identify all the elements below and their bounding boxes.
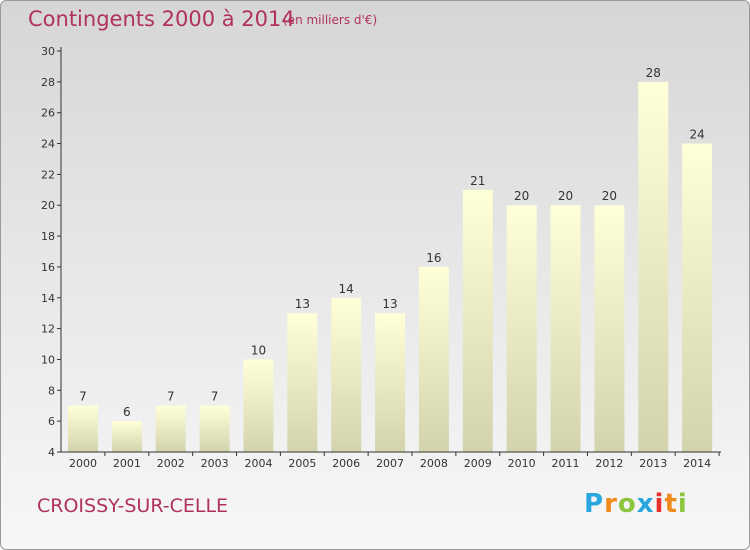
logo-letter: r: [604, 489, 618, 519]
x-tick-label: 2005: [288, 457, 316, 470]
y-tick-label: 30: [41, 45, 55, 58]
axes-group: 2000 2001 2002 2003 2004 2005 2006 2007 2008 2009…: [41, 45, 721, 470]
bar: [550, 205, 581, 452]
bar: [243, 359, 274, 452]
bar: [287, 313, 318, 452]
y-tick-label: 22: [41, 168, 55, 181]
x-tick-label: 2006: [332, 457, 360, 470]
x-tick-label: 2008: [420, 457, 448, 470]
bar: [682, 143, 713, 453]
proxiti-logo: Proxiti: [584, 489, 688, 519]
logo-letter: P: [584, 489, 605, 519]
x-tick-label: 2004: [244, 457, 272, 470]
value-label: 24: [689, 128, 704, 142]
x-tick-label: 2011: [552, 457, 580, 470]
logo-letter: i: [677, 489, 688, 519]
x-tick-label: 2007: [376, 457, 404, 470]
y-tick-label: 26: [41, 107, 55, 120]
value-label: 21: [470, 174, 485, 188]
x-tick-label: 2013: [639, 457, 667, 470]
value-label: 13: [295, 297, 310, 311]
y-tick-label: 8: [48, 384, 55, 397]
value-label: 20: [602, 189, 617, 203]
bar: [375, 313, 406, 452]
bar: [68, 405, 98, 452]
bar: [199, 405, 230, 452]
value-label: 16: [426, 251, 441, 265]
x-tick-label: 2001: [113, 457, 141, 470]
value-label: 7: [167, 390, 175, 404]
bar: [506, 205, 537, 452]
value-label: 20: [558, 189, 573, 203]
value-label: 6: [123, 405, 131, 419]
x-tick-label: 2002: [157, 457, 185, 470]
chart-subtitle: (en milliers d'€): [283, 13, 378, 27]
x-tick-label: 2014: [683, 457, 711, 470]
logo-letter: i: [654, 489, 665, 519]
place-name: CROISSY-SUR-CELLE: [37, 495, 229, 517]
y-tick-label: 16: [41, 261, 55, 274]
value-label: 20: [514, 189, 529, 203]
bar: [462, 189, 493, 453]
value-label: 13: [382, 297, 397, 311]
value-label: 28: [646, 66, 661, 80]
y-tick-label: 18: [41, 230, 55, 243]
y-tick-label: 4: [48, 446, 55, 459]
bar: [594, 205, 625, 452]
value-label: 10: [251, 343, 266, 357]
bar: [155, 405, 186, 452]
y-tick-label: 28: [41, 76, 55, 89]
y-tick-label: 6: [48, 415, 55, 428]
y-tick-label: 10: [41, 353, 55, 366]
y-tick-label: 12: [41, 323, 55, 336]
bars-group: 7 6 7 7 10 13 14 13 16 21 20 20 20 28 24: [68, 66, 713, 453]
chart-title: Contingents 2000 à 2014: [28, 7, 295, 31]
y-tick-label: 24: [41, 138, 55, 151]
bar: [331, 297, 362, 452]
y-tick-label: 14: [41, 292, 55, 305]
logo-letter: x: [636, 489, 655, 519]
x-tick-label: 2010: [508, 457, 536, 470]
bar: [418, 266, 449, 452]
logo-letter: o: [617, 489, 637, 519]
value-label: 14: [339, 282, 354, 296]
bar: [638, 81, 669, 452]
logo-letter: t: [664, 489, 678, 519]
value-label: 7: [79, 390, 87, 404]
bar: [111, 421, 142, 452]
value-label: 7: [211, 390, 219, 404]
x-tick-label: 2003: [201, 457, 229, 470]
y-tick-label: 20: [41, 199, 55, 212]
x-tick-label: 2012: [595, 457, 623, 470]
x-tick-label: 2009: [464, 457, 492, 470]
x-tick-label: 2000: [69, 457, 97, 470]
